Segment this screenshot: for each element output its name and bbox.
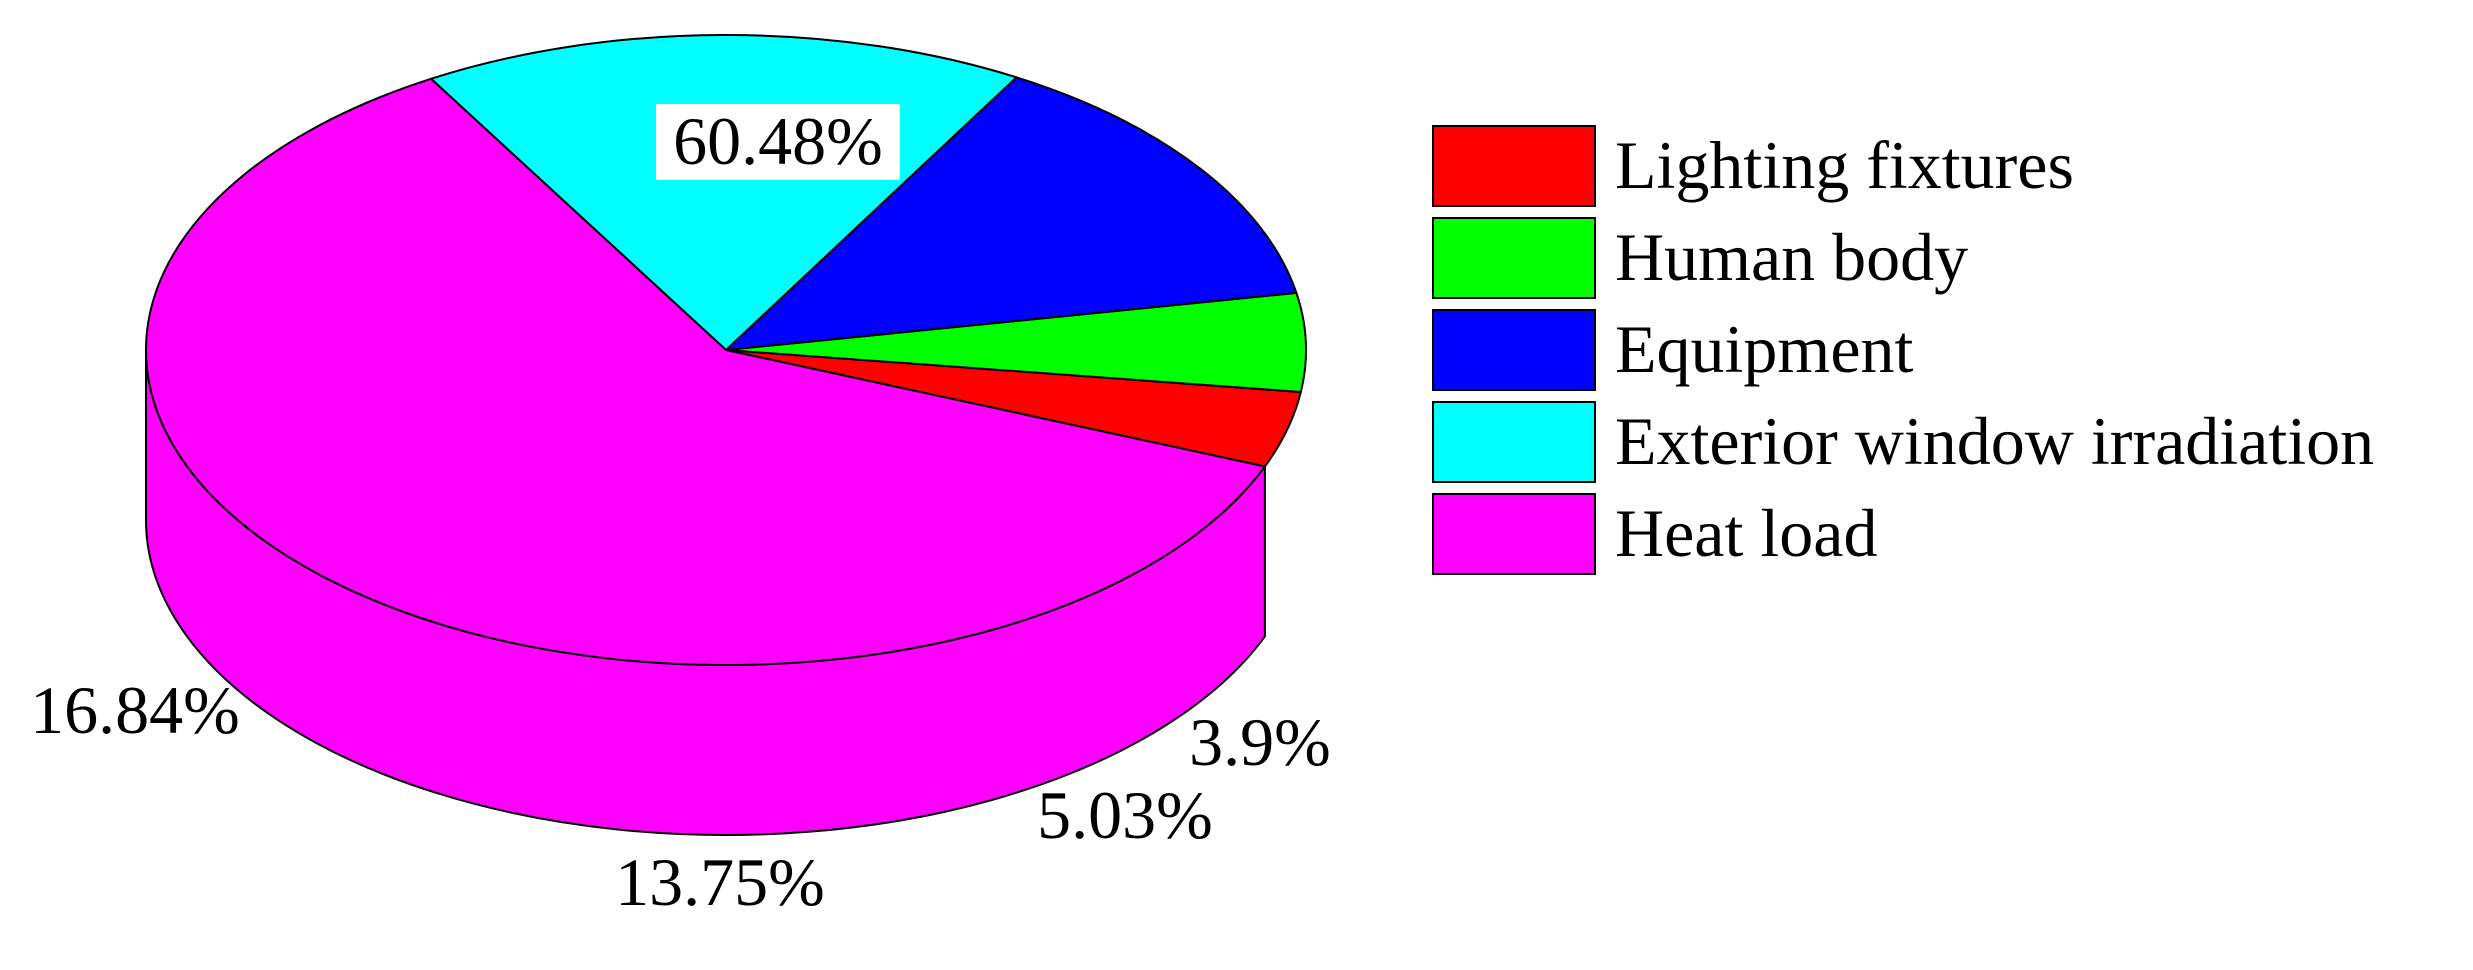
legend-swatch-heat-load	[1432, 493, 1596, 575]
legend-item-heat-load: Heat load	[1432, 493, 1877, 575]
legend-swatch-human-body	[1432, 217, 1596, 299]
legend-label-exterior-window-irradiation: Exterior window irradiation	[1615, 403, 2374, 479]
legend-label-human-body: Human body	[1615, 219, 1968, 295]
legend-item-human-body: Human body	[1432, 217, 1968, 299]
legend-label-heat-load: Heat load	[1615, 495, 1877, 571]
legend-item-exterior-window-irradiation: Exterior window irradiation	[1432, 401, 2374, 483]
legend-swatch-lighting-fixtures	[1432, 125, 1596, 207]
legend: Lighting fixtures Human body Equipment Exte…	[1432, 125, 2374, 575]
slice-label-bg-heat-load	[656, 104, 900, 180]
pie-slice-heat-load	[145, 77, 1266, 666]
pie-slice-equipment	[725, 76, 1298, 351]
slice-label-equipment: 13.75%	[615, 844, 825, 920]
legend-swatch-equipment	[1432, 309, 1596, 391]
slice-label-heat-load: 60.48%	[673, 103, 883, 179]
slice-label-exterior-window-irradiation: 16.84%	[30, 672, 240, 748]
legend-label-equipment: Equipment	[1615, 311, 1914, 387]
slice-label-lighting-fixtures: 3.9%	[1189, 704, 1331, 780]
slice-label-human-body: 5.03%	[1037, 777, 1213, 853]
legend-swatch-exterior-window-irradiation	[1432, 401, 1596, 483]
pie-slice-human-body	[725, 291, 1307, 393]
slice-labels: 3.9%5.03% 13.75% 16.84% 60.48%	[30, 103, 1331, 920]
legend-item-lighting-fixtures: Lighting fixtures	[1432, 125, 2074, 207]
legend-label-lighting-fixtures: Lighting fixtures	[1615, 127, 2074, 203]
legend-item-equipment: Equipment	[1432, 309, 1914, 391]
